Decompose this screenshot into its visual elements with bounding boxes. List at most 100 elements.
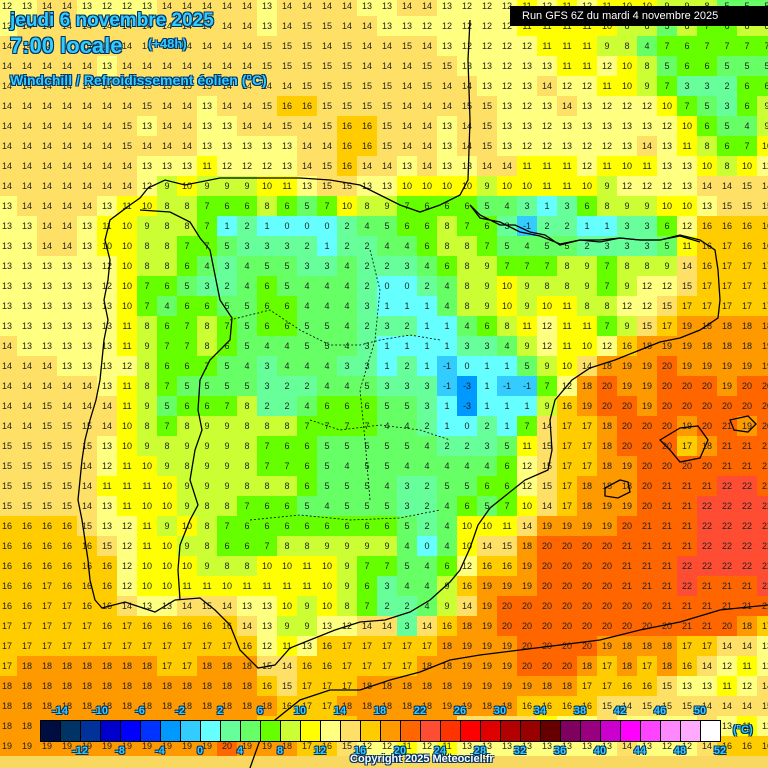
field-cell bbox=[37, 76, 57, 96]
field-cell bbox=[177, 76, 197, 96]
field-cell bbox=[457, 36, 477, 56]
legend-unit: (°C) bbox=[733, 724, 753, 736]
field-cell bbox=[557, 196, 577, 216]
field-cell bbox=[477, 36, 497, 56]
legend-swatch bbox=[361, 721, 381, 741]
field-cell bbox=[277, 36, 297, 56]
field-cell bbox=[357, 76, 377, 96]
field-cell bbox=[577, 56, 597, 76]
field-cell bbox=[217, 156, 237, 176]
field-cell bbox=[117, 0, 137, 16]
field-cell bbox=[517, 196, 537, 216]
field-cell bbox=[137, 176, 157, 196]
field-cell bbox=[517, 156, 537, 176]
field-cell bbox=[637, 156, 657, 176]
field-cell bbox=[537, 96, 557, 116]
field-cell bbox=[597, 76, 617, 96]
field-cell bbox=[497, 136, 517, 156]
field-cell bbox=[157, 76, 177, 96]
field-cell bbox=[117, 156, 137, 176]
field-cell bbox=[217, 176, 237, 196]
field-cell bbox=[157, 56, 177, 76]
field-cell bbox=[757, 16, 768, 36]
field-cell bbox=[437, 76, 457, 96]
field-cell bbox=[697, 196, 717, 216]
field-cell bbox=[717, 56, 737, 76]
field-cell bbox=[677, 116, 697, 136]
field-cell bbox=[37, 196, 57, 216]
field-cell bbox=[417, 76, 437, 96]
field-cell bbox=[197, 56, 217, 76]
field-cell bbox=[197, 16, 217, 36]
field-cell bbox=[257, 156, 277, 176]
field-cell bbox=[177, 36, 197, 56]
field-cell bbox=[537, 176, 557, 196]
field-cell bbox=[357, 16, 377, 36]
legend-swatch bbox=[101, 721, 121, 741]
field-cell bbox=[117, 16, 137, 36]
forecast-date: jeudi 6 novembre 2025 bbox=[10, 10, 214, 31]
legend-tick-label: -14 bbox=[52, 705, 68, 717]
field-cell bbox=[477, 156, 497, 176]
field-cell bbox=[177, 136, 197, 156]
field-cell bbox=[757, 116, 768, 136]
field-cell bbox=[17, 216, 37, 236]
field-cell bbox=[257, 76, 277, 96]
field-cell bbox=[517, 56, 537, 76]
field-cell bbox=[377, 56, 397, 76]
legend-tick-label: 18 bbox=[373, 705, 387, 717]
field-cell bbox=[417, 156, 437, 176]
field-cell bbox=[297, 116, 317, 136]
field-cell bbox=[457, 116, 477, 136]
field-cell bbox=[0, 0, 17, 16]
field-cell bbox=[437, 16, 457, 36]
field-cell bbox=[717, 116, 737, 136]
field-cell bbox=[237, 116, 257, 136]
field-cell bbox=[197, 136, 217, 156]
field-cell bbox=[337, 0, 357, 16]
field-cell bbox=[177, 156, 197, 176]
field-cell bbox=[17, 196, 37, 216]
field-cell bbox=[17, 76, 37, 96]
field-cell bbox=[157, 16, 177, 36]
field-cell bbox=[277, 56, 297, 76]
field-cell bbox=[177, 0, 197, 16]
field-cell bbox=[597, 96, 617, 116]
field-cell bbox=[537, 36, 557, 56]
field-cell bbox=[517, 36, 537, 56]
field-cell bbox=[477, 76, 497, 96]
forecast-time: 7:00 locale bbox=[10, 33, 123, 58]
field-cell bbox=[297, 16, 317, 36]
legend-swatch bbox=[181, 721, 201, 741]
field-cell bbox=[357, 156, 377, 176]
field-cell bbox=[537, 196, 557, 216]
field-cell bbox=[517, 76, 537, 96]
field-cell bbox=[17, 56, 37, 76]
field-cell bbox=[697, 36, 717, 56]
field-cell bbox=[377, 136, 397, 156]
legend-swatch bbox=[81, 721, 101, 741]
field-cell bbox=[317, 96, 337, 116]
field-cell bbox=[237, 96, 257, 116]
field-cell bbox=[357, 196, 377, 216]
field-cell bbox=[197, 156, 217, 176]
field-cell bbox=[317, 56, 337, 76]
field-cell bbox=[57, 0, 77, 16]
field-cell bbox=[37, 16, 57, 36]
field-cell bbox=[577, 196, 597, 216]
field-cell bbox=[0, 56, 17, 76]
legend-tick-label: 34 bbox=[533, 705, 547, 717]
field-cell bbox=[277, 196, 297, 216]
field-cell bbox=[377, 176, 397, 196]
field-cell bbox=[317, 136, 337, 156]
field-cell bbox=[657, 116, 677, 136]
field-cell bbox=[77, 176, 97, 196]
legend-tick-label: -6 bbox=[135, 705, 145, 717]
field-cell bbox=[97, 136, 117, 156]
field-cell bbox=[437, 156, 457, 176]
field-cell bbox=[477, 116, 497, 136]
field-cell bbox=[317, 0, 337, 16]
field-cell bbox=[397, 0, 417, 16]
field-cell bbox=[377, 156, 397, 176]
field-cell bbox=[57, 16, 77, 36]
